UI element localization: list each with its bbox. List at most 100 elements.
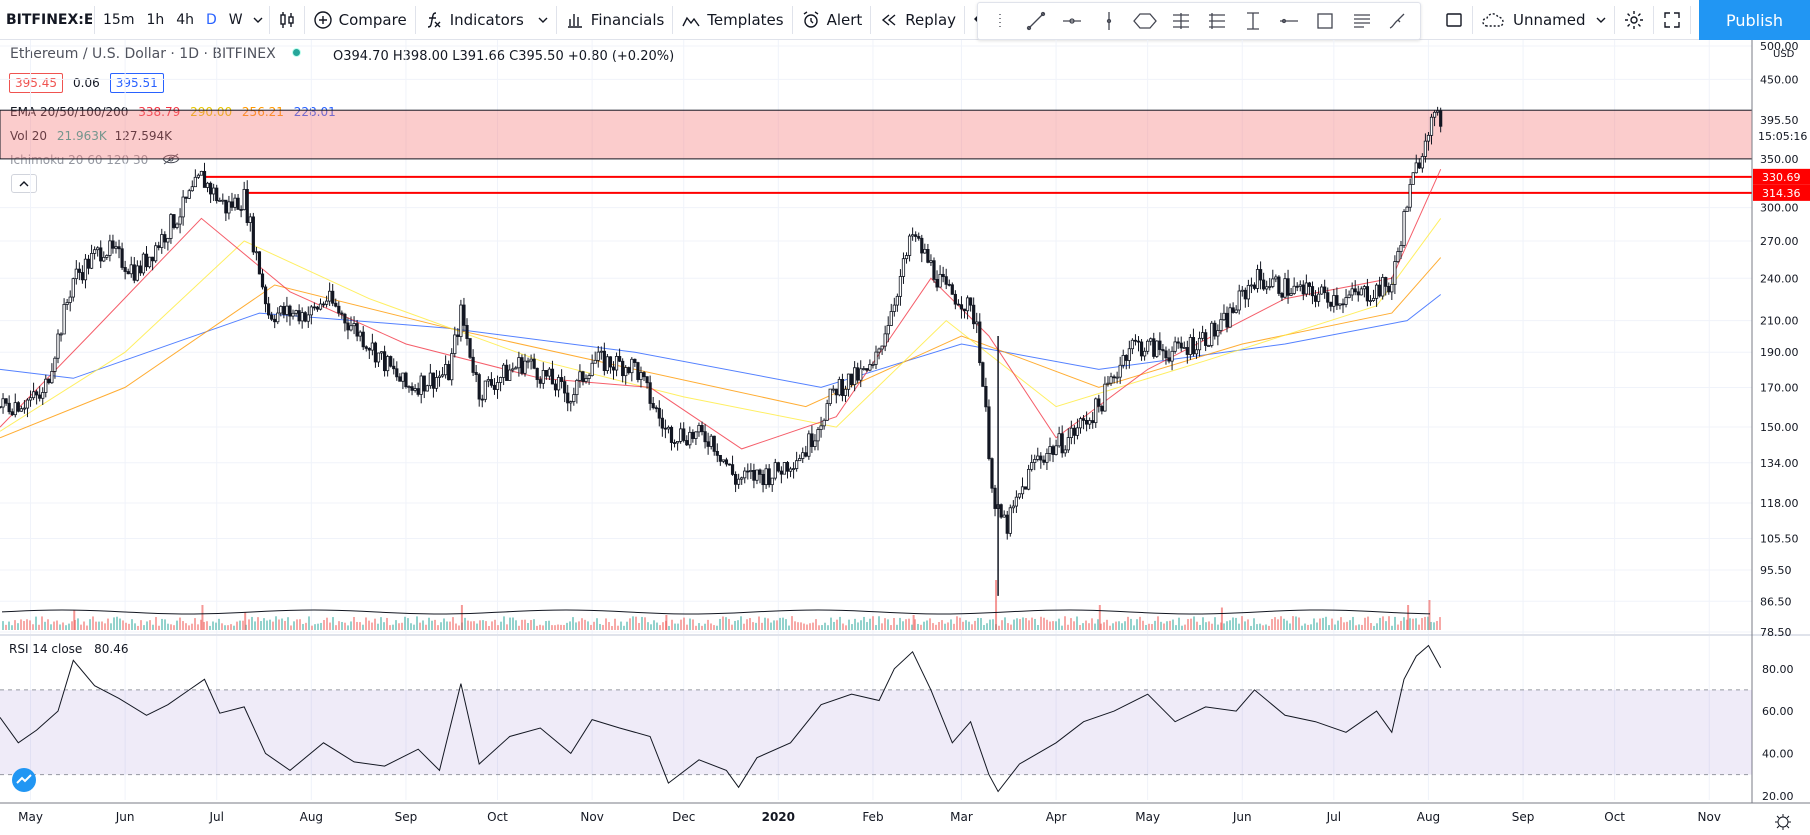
- rsi-line[interactable]: [0, 644, 1442, 793]
- symbol-search[interactable]: BITFINEX:ETHUSD: [6, 11, 92, 28]
- volume-bar: [317, 623, 319, 630]
- ema100-line[interactable]: [0, 257, 1442, 439]
- volume-legend[interactable]: Vol 20 21.963K 127.594K: [10, 129, 172, 143]
- rsi-legend[interactable]: RSI 14 close 80.46: [9, 642, 129, 656]
- brush-tool[interactable]: [1382, 5, 1414, 37]
- ema50-line[interactable]: [0, 218, 1442, 432]
- resistance-zone-rectangle[interactable]: [0, 109, 1753, 160]
- fib-retracement-tool[interactable]: [1165, 5, 1197, 37]
- volume-bar: [1253, 618, 1255, 630]
- replay-button[interactable]: Replay: [873, 0, 962, 40]
- volume-bar: [128, 623, 130, 630]
- volume-bar: [98, 621, 100, 630]
- time-axis-label: Sep: [395, 810, 418, 824]
- volume-bar: [677, 623, 679, 630]
- candle-body: [120, 248, 124, 268]
- volume-bar: [1277, 619, 1279, 630]
- volume-bar: [1001, 620, 1003, 630]
- publish-button[interactable]: Publish: [1699, 0, 1810, 40]
- horizontal-line-tool[interactable]: [1273, 5, 1305, 37]
- alert-button[interactable]: Alert: [795, 0, 869, 40]
- candle-body: [1216, 330, 1220, 337]
- ema200-line[interactable]: [0, 294, 1442, 388]
- volume-bar: [1205, 622, 1207, 630]
- ema20-line[interactable]: [0, 168, 1442, 450]
- volume-bar: [377, 623, 379, 630]
- volume-bar: [1313, 618, 1315, 630]
- candle-body: [276, 312, 280, 323]
- rotated-rectangle-tool[interactable]: [1129, 5, 1161, 37]
- pitchfork-tool[interactable]: [1201, 5, 1233, 37]
- interval-1h[interactable]: 1h: [146, 11, 165, 28]
- symbol-title[interactable]: Ethereum / U.S. Dollar · 1D · BITFINEX: [10, 46, 276, 62]
- compare-button[interactable]: Compare: [307, 0, 413, 40]
- interval-15m[interactable]: 15m: [103, 11, 135, 28]
- chart-settings-icon[interactable]: [1775, 814, 1791, 830]
- candle-body: [190, 186, 194, 192]
- volume-bar: [1013, 619, 1015, 630]
- candle-body: [300, 312, 304, 322]
- candle-body: [450, 353, 454, 381]
- candle-body: [389, 356, 393, 367]
- chart-canvas[interactable]: 500.00 450.00 350.00 300.00 270.00 240.00 210.…: [0, 40, 1810, 835]
- candle-body: [1142, 350, 1147, 357]
- volume-bar: [683, 617, 685, 630]
- volume-bar: [1289, 623, 1291, 630]
- financials-button[interactable]: Financials: [559, 0, 671, 40]
- volume-bar: [1016, 618, 1018, 630]
- volume-bar: [428, 617, 430, 630]
- logo-mark: [16, 774, 32, 784]
- fullscreen-button[interactable]: [1656, 0, 1688, 40]
- candle-body: [1170, 350, 1174, 362]
- interval-dropdown[interactable]: [249, 0, 267, 40]
- volume-bar: [1046, 619, 1048, 630]
- ema-legend[interactable]: EMA 20/50/100/200 338.79 290.00 256.21 2…: [10, 105, 336, 119]
- indicators-label: Indicators: [449, 10, 524, 29]
- candle-body: [1002, 514, 1006, 518]
- candle-body: [1057, 433, 1061, 447]
- level-price-tag: [1753, 184, 1810, 201]
- candle-body: [1222, 312, 1226, 321]
- candle-body: [273, 318, 277, 323]
- interval-w[interactable]: W: [228, 11, 243, 28]
- interval-d[interactable]: D: [206, 11, 217, 28]
- volume-bar: [1433, 622, 1435, 630]
- settings-button[interactable]: [1617, 0, 1651, 40]
- candle-body: [1106, 382, 1110, 385]
- candle-body: [807, 433, 811, 457]
- candle-body: [746, 470, 750, 473]
- save-layout-button[interactable]: Unnamed: [1475, 0, 1612, 40]
- tradingview-logo[interactable]: [12, 768, 36, 792]
- candle-body: [1066, 437, 1070, 451]
- candle-body: [877, 348, 881, 353]
- volume-bar: [284, 620, 286, 630]
- templates-button[interactable]: Templates: [675, 0, 789, 40]
- volume-bar: [686, 624, 688, 630]
- candle-body: [230, 201, 234, 208]
- date-price-range-tool[interactable]: [1237, 5, 1269, 37]
- vertical-line-tool[interactable]: [1093, 5, 1125, 37]
- horizontal-ray-tool[interactable]: [1056, 5, 1088, 37]
- volume-bar: [500, 621, 502, 630]
- rectangle-tool[interactable]: [1309, 5, 1341, 37]
- interval-4h[interactable]: 4h: [176, 11, 195, 28]
- parallel-channel-tool[interactable]: [1346, 5, 1378, 37]
- volume-bar: [1286, 620, 1288, 630]
- candle-body: [1341, 303, 1345, 306]
- drag-handle[interactable]: [984, 5, 1016, 37]
- candle-body: [209, 182, 213, 195]
- volume-bar: [41, 616, 43, 630]
- volume-bar: [290, 625, 292, 630]
- chart-type-button[interactable]: [272, 0, 302, 40]
- candle-body: [1118, 364, 1122, 378]
- candle-body: [593, 359, 597, 364]
- trend-line-tool[interactable]: [1020, 5, 1052, 37]
- high-value: H398.00: [392, 49, 449, 64]
- indicators-button[interactable]: Indicators: [418, 0, 554, 40]
- layout-button[interactable]: [1438, 0, 1470, 40]
- volume-bar: [413, 624, 415, 630]
- candle-body: [74, 268, 78, 280]
- candle-body: [1304, 282, 1308, 295]
- candle-body: [44, 378, 48, 393]
- candle-body: [547, 368, 552, 377]
